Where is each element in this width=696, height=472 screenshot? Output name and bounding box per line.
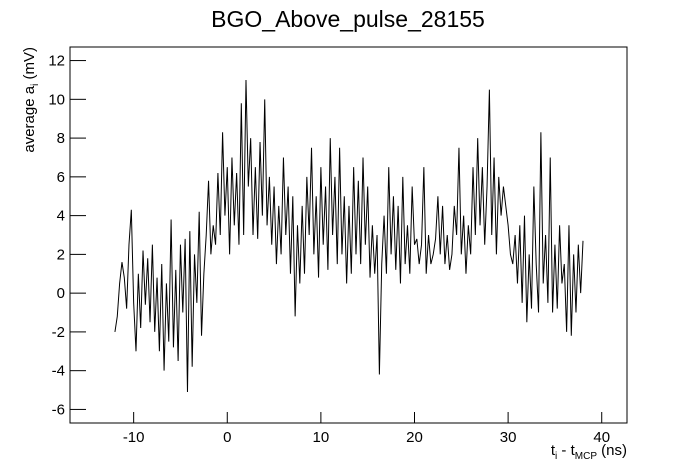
- x-axis-label: ti - tMCP (ns): [551, 442, 627, 462]
- y-label-sub: i: [30, 84, 41, 86]
- x-label-sub: i: [555, 451, 557, 462]
- x-label-sub: MCP: [575, 451, 598, 462]
- x-tick-label: -10: [123, 429, 145, 446]
- data-line: [114, 79, 584, 392]
- x-tick-label: 10: [313, 429, 330, 446]
- y-label-part: average a: [21, 85, 38, 152]
- y-tick-label: 6: [57, 169, 65, 186]
- x-tick-label: 20: [406, 429, 423, 446]
- chart-title: BGO_Above_pulse_28155: [211, 6, 485, 32]
- y-axis-label: average ai (mV): [21, 47, 41, 153]
- plot-frame: [69, 46, 628, 424]
- y-tick-label: 12: [48, 53, 65, 70]
- y-tick-label: -6: [52, 401, 65, 418]
- x-tick-label: 40: [593, 429, 610, 446]
- x-tick-label: 0: [223, 429, 231, 446]
- x-tick-label: 30: [500, 429, 517, 446]
- y-tick-label: 4: [57, 208, 65, 225]
- x-label-part: (ns): [597, 442, 627, 459]
- y-tick-label: 8: [57, 130, 65, 147]
- y-tick-label: 0: [57, 285, 65, 302]
- y-tick-label: -4: [52, 363, 65, 380]
- x-label-part: t: [551, 442, 556, 459]
- y-tick-label: 2: [57, 246, 65, 263]
- y-tick-label: -2: [52, 324, 65, 341]
- y-label-part: (mV): [21, 47, 38, 84]
- y-tick-label: 10: [48, 91, 65, 108]
- x-label-part: - t: [557, 442, 575, 459]
